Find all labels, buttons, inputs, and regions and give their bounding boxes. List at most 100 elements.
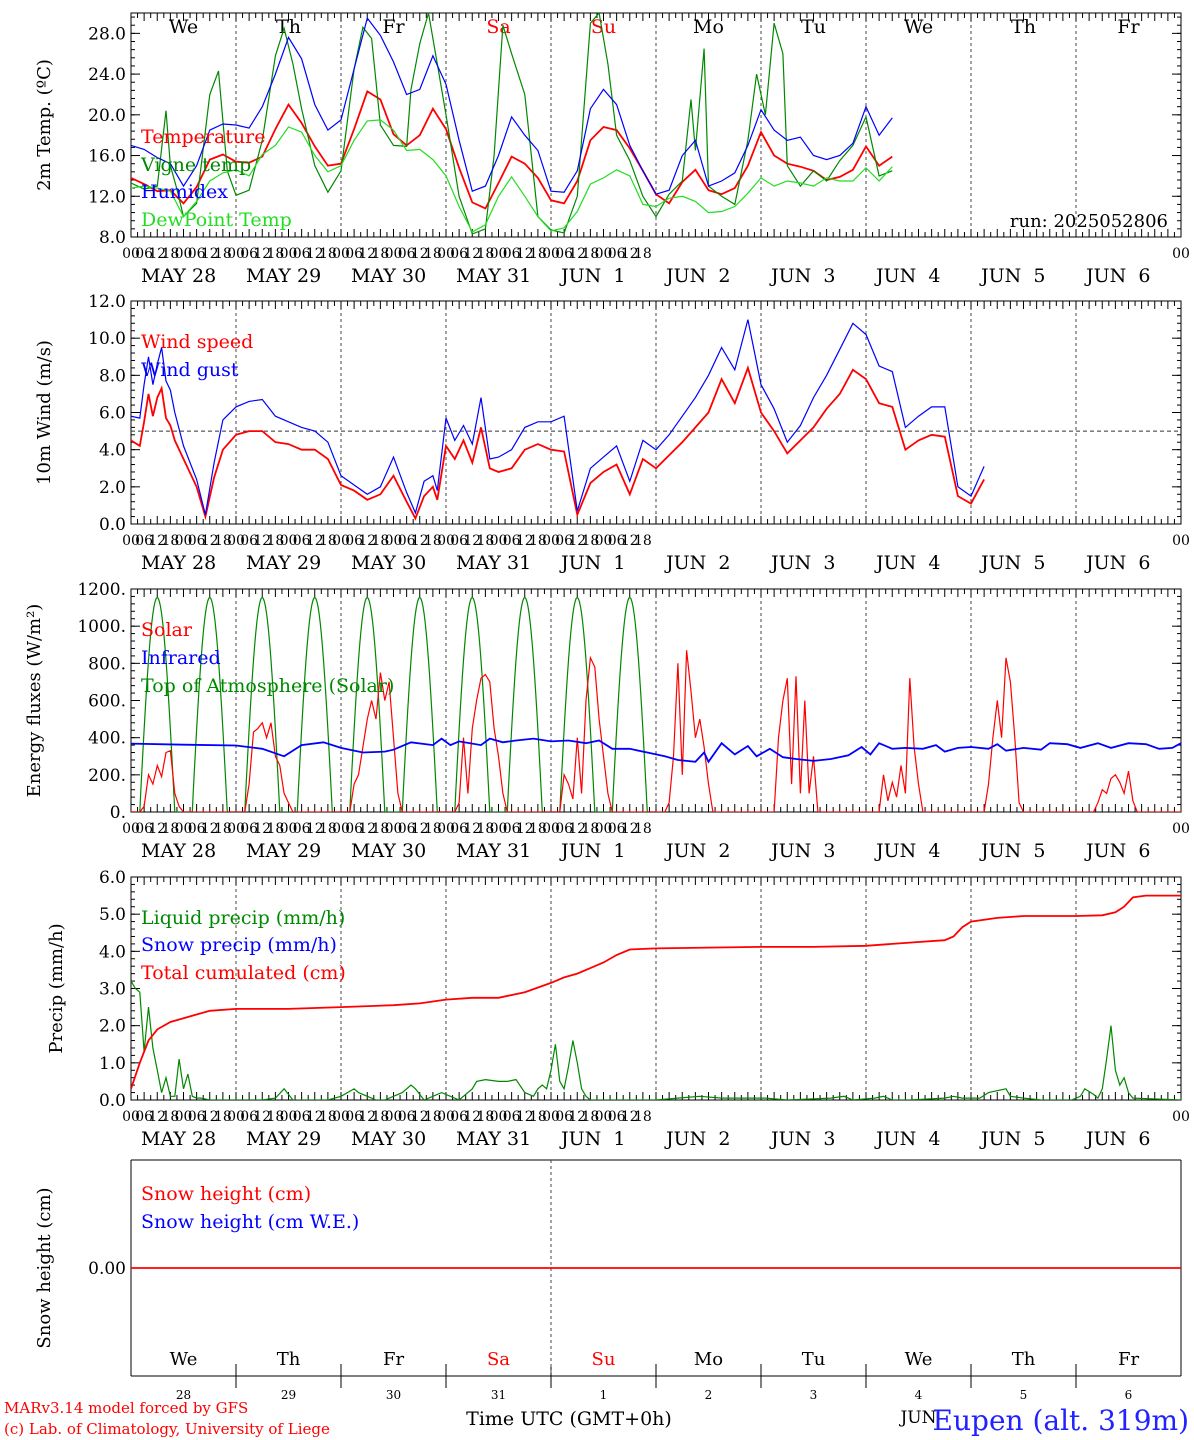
run-label: run: 2025052806 bbox=[1010, 211, 1168, 232]
day-number-label: 2 bbox=[705, 1388, 713, 1402]
y-tick-label: 4.0 bbox=[99, 441, 126, 461]
hour-label: 06 bbox=[240, 246, 258, 262]
day-number-label: 3 bbox=[810, 1388, 818, 1402]
weekday-label: Th bbox=[277, 1349, 301, 1370]
legend-entry: Vigne temp bbox=[140, 154, 251, 176]
date-label: JUN 1 bbox=[559, 1128, 625, 1150]
y-tick-label: 1.0 bbox=[99, 1054, 126, 1074]
y-axis-title: Snow height (cm) bbox=[34, 1187, 55, 1348]
date-label: MAY 30 bbox=[351, 552, 426, 574]
hour-label: 00 bbox=[175, 1109, 193, 1125]
hour-label: 12 bbox=[411, 246, 429, 262]
hour-label: 06 bbox=[135, 821, 153, 837]
date-label: MAY 28 bbox=[141, 265, 216, 287]
hour-label: 00 bbox=[595, 533, 613, 549]
day-number-label: 31 bbox=[491, 1388, 506, 1402]
hour-label: 12 bbox=[201, 821, 219, 837]
hour-label: 06 bbox=[503, 821, 521, 837]
hour-label: 00 bbox=[122, 1109, 140, 1125]
hour-label: 00 bbox=[595, 821, 613, 837]
date-label: JUN 1 bbox=[559, 840, 625, 862]
y-tick-label: 0.00 bbox=[88, 1259, 126, 1279]
panel-temp: 8.0 12.0 16.0 20.0 24.0 28.0 2m Temp. (ºC) We Th… bbox=[34, 12, 1190, 287]
hour-label: 12 bbox=[463, 821, 481, 837]
hour-label: 00 bbox=[542, 246, 560, 262]
hour-label: 00 bbox=[1172, 821, 1190, 837]
hour-label: 06 bbox=[503, 1109, 521, 1125]
hour-label: 18 bbox=[161, 533, 179, 549]
date-label: JUN 1 bbox=[559, 265, 625, 287]
day-number-label: 6 bbox=[1125, 1388, 1133, 1402]
hour-label: 12 bbox=[358, 246, 376, 262]
hour-label: 00 bbox=[542, 533, 560, 549]
hour-label: 18 bbox=[214, 533, 232, 549]
y-tick-label: 28.0 bbox=[88, 24, 126, 44]
panel-snow: 0.00 Snow height (cm) Snow height (cm) Snow… bbox=[34, 1159, 1182, 1428]
hour-label: 12 bbox=[411, 1109, 429, 1125]
date-label: MAY 30 bbox=[351, 840, 426, 862]
y-tick-label: 12.0 bbox=[88, 187, 126, 207]
date-label: JUN 6 bbox=[1084, 265, 1150, 287]
hour-label: 00 bbox=[122, 246, 140, 262]
y-axis-title: Energy fluxes (W/m²) bbox=[24, 604, 45, 798]
date-label: JUN 3 bbox=[769, 265, 835, 287]
hour-label: 18 bbox=[581, 1109, 599, 1125]
hour-label: 18 bbox=[424, 1109, 442, 1125]
y-tick-label: 200. bbox=[88, 766, 126, 786]
hour-label: 06 bbox=[293, 1109, 311, 1125]
hour-label: 12 bbox=[201, 533, 219, 549]
date-label: JUN 5 bbox=[979, 840, 1045, 862]
y-tick-label: 24.0 bbox=[88, 65, 126, 85]
legend-entry: Wind gust bbox=[141, 359, 239, 381]
date-label: MAY 29 bbox=[246, 265, 321, 287]
date-label: JUN 4 bbox=[874, 1128, 940, 1150]
series-top-of-atmosphere bbox=[131, 596, 656, 812]
weekday-label: Tu bbox=[802, 1349, 826, 1370]
hour-label: 00 bbox=[280, 821, 298, 837]
hour-label: 18 bbox=[371, 1109, 389, 1125]
hour-label: 06 bbox=[398, 821, 416, 837]
hour-label: 06 bbox=[188, 533, 206, 549]
y-tick-label: 8.0 bbox=[99, 366, 126, 386]
date-label: MAY 30 bbox=[351, 1128, 426, 1150]
hour-label: 18 bbox=[476, 1109, 494, 1125]
weekday-label: We bbox=[904, 16, 933, 38]
hour-label: 18 bbox=[161, 1109, 179, 1125]
hour-label: 06 bbox=[555, 1109, 573, 1125]
hour-label: 00 bbox=[490, 1109, 508, 1125]
series-line-infrared bbox=[131, 737, 1181, 764]
legend-entry: Top of Atmosphere (Solar) bbox=[141, 675, 394, 697]
hour-label: 18 bbox=[214, 246, 232, 262]
hour-label: 00 bbox=[595, 1109, 613, 1125]
hour-label: 18 bbox=[371, 533, 389, 549]
y-tick-label: 6.0 bbox=[99, 868, 126, 888]
x-axis-title: Time UTC (GMT+0h) bbox=[466, 1408, 672, 1430]
hour-label: 00 bbox=[437, 533, 455, 549]
hour-label: 12 bbox=[148, 1109, 166, 1125]
hour-label: 12 bbox=[621, 821, 639, 837]
hour-label: 12 bbox=[463, 1109, 481, 1125]
weekday-label: Su bbox=[591, 16, 616, 38]
hour-label: 12 bbox=[148, 533, 166, 549]
hour-label: 06 bbox=[293, 246, 311, 262]
hour-label: 06 bbox=[450, 533, 468, 549]
hour-label: 18 bbox=[319, 1109, 337, 1125]
date-label: MAY 31 bbox=[456, 265, 531, 287]
date-label: JUN 2 bbox=[664, 552, 730, 574]
hour-label: 18 bbox=[529, 246, 547, 262]
hour-label: 06 bbox=[555, 533, 573, 549]
hour-label: 18 bbox=[529, 533, 547, 549]
date-label: JUN 6 bbox=[1084, 552, 1150, 574]
legend-entry: Total cumulated (cm) bbox=[141, 962, 346, 984]
hour-label: 12 bbox=[621, 1109, 639, 1125]
hour-label: 18 bbox=[371, 821, 389, 837]
hour-label: 12 bbox=[516, 1109, 534, 1125]
hour-label: 06 bbox=[293, 821, 311, 837]
hour-label: 12 bbox=[306, 1109, 324, 1125]
hour-label: 06 bbox=[450, 1109, 468, 1125]
date-label: MAY 31 bbox=[456, 552, 531, 574]
date-label: MAY 30 bbox=[351, 265, 426, 287]
series-line-vigne-temp bbox=[131, 13, 893, 235]
hour-label: 18 bbox=[214, 1109, 232, 1125]
hour-label: 18 bbox=[424, 246, 442, 262]
